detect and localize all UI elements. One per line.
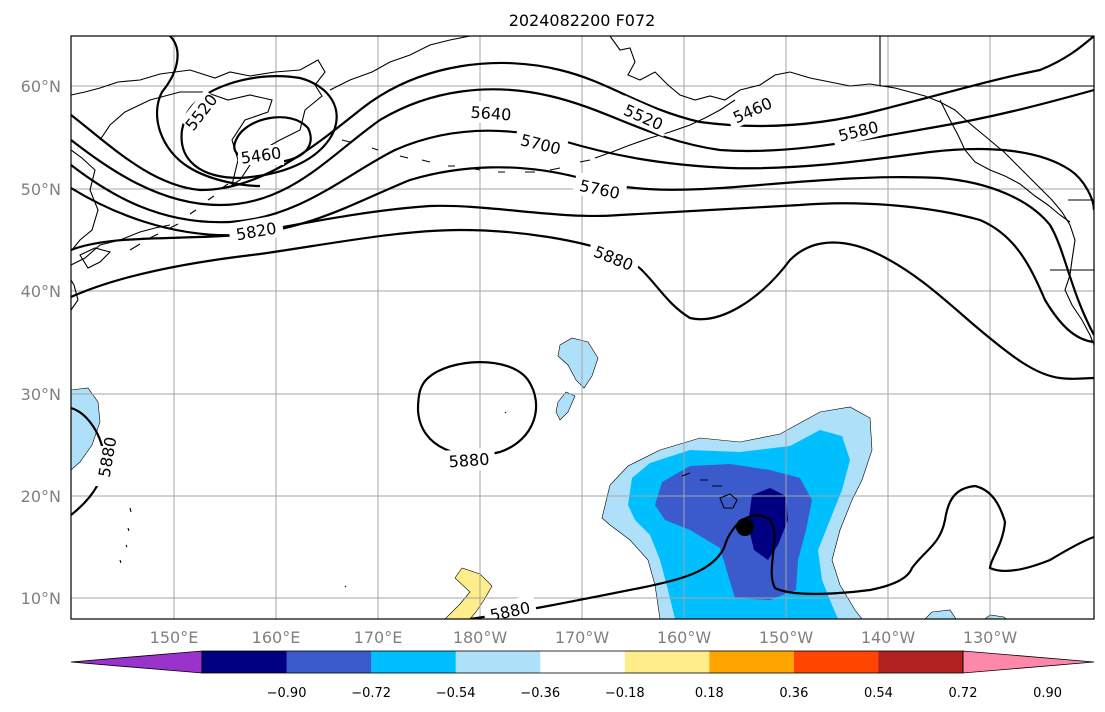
lon-label: 170°E [354,628,403,647]
hawaii-big-island [719,493,738,509]
colorbar-tick-label: 0.18 [695,686,724,701]
colorbar-segment [878,651,964,673]
colorbar-segment [709,651,795,673]
height-contours [71,36,1094,619]
map-frame [70,35,1095,620]
latitude-labels: 60°N 50°N 40°N 30°N 20°N 10°N [21,77,61,608]
lon-label: 180°W [453,628,508,647]
alaska-peninsula [594,99,736,159]
colorbar-tick-label: −0.18 [605,686,645,701]
longitude-labels: 150°E 160°E 170°E 180°W 170°W 160°W 150°… [150,628,1018,647]
colorbar: −0.90 −0.72 −0.54 −0.36 −0.18 0.18 0.36 0.54 0.7… [70,650,1095,701]
colorbar-extend-high [962,650,1095,674]
colorbar-tick-label: −0.36 [520,686,560,701]
alaska-gulf-coast [789,71,1063,213]
kuril-islands [129,183,229,251]
kamchatka-coast [71,59,326,187]
lon-label: 160°E [252,628,301,647]
canada-us-border [879,36,1094,87]
japan-south [71,279,79,311]
mariana-islands [119,507,132,564]
lon-label: 160°W [657,628,712,647]
colorbar-tick-label: −0.72 [351,686,391,701]
lon-label: 140°W [861,628,916,647]
colorbar-segment [540,651,626,673]
lat-label: 10°N [21,589,61,608]
colorbar-tick-label: 0.90 [1033,686,1062,701]
anomaly-patch-small [555,391,576,421]
lon-label: 150°W [759,628,814,647]
anomaly-patch-north [557,337,599,389]
us-west-coast [1061,211,1094,346]
midway-dot [504,411,507,414]
lat-label: 20°N [21,487,61,506]
bc-coast [939,99,1071,223]
lat-label: 30°N [21,385,61,404]
anomaly-patch-west [71,387,101,471]
contour-label: 5880 [488,598,532,625]
figure-title: 2024082200 F072 [509,11,656,30]
hokkaido [79,247,112,269]
lon-label: 130°W [963,628,1018,647]
colorbar-segment [455,651,541,673]
colorbar-segment [793,651,879,673]
contour-5580-a [71,36,1094,192]
contour-5880-main [71,228,1094,380]
colorbar-tick-label: 0.36 [779,686,808,701]
lat-label: 40°N [21,282,61,301]
anomaly-patch-se [924,609,957,619]
wake-dot [344,585,347,588]
colorbar-tick-label: −0.54 [436,686,476,701]
contour-5520-low [180,75,338,180]
contour-5520-north [155,36,261,188]
hawaii-islands [681,472,722,487]
contour-label: 5640 [470,103,512,125]
lat-label: 50°N [21,180,61,199]
storm-center-dot [736,518,754,536]
anomaly-navy [748,488,788,560]
colorbar-segment [624,651,710,673]
colorbar-segment [286,651,372,673]
lon-label: 150°E [150,628,199,647]
state-border [1050,199,1094,271]
colorbar-segment [202,651,288,673]
contour-5700 [71,129,1094,224]
contour-5880-island [416,361,538,457]
colorbar-tick-label: 0.54 [864,686,893,701]
colorbar-frame [201,650,964,674]
contour-5880-south [469,484,1094,619]
contour-5640 [71,88,1094,207]
lon-label: 170°W [555,628,610,647]
contour-label: 5880 [448,450,490,472]
coastlines [71,36,1094,588]
colorbar-tick-label: −0.90 [267,686,307,701]
siberia-coast [329,36,471,91]
lat-label: 60°N [21,77,61,96]
colorbar-segment [371,651,457,673]
alaska-west-coast [609,36,791,101]
colorbar-extend-low [70,650,203,674]
colorbar-tick-label: 0.72 [949,686,978,701]
